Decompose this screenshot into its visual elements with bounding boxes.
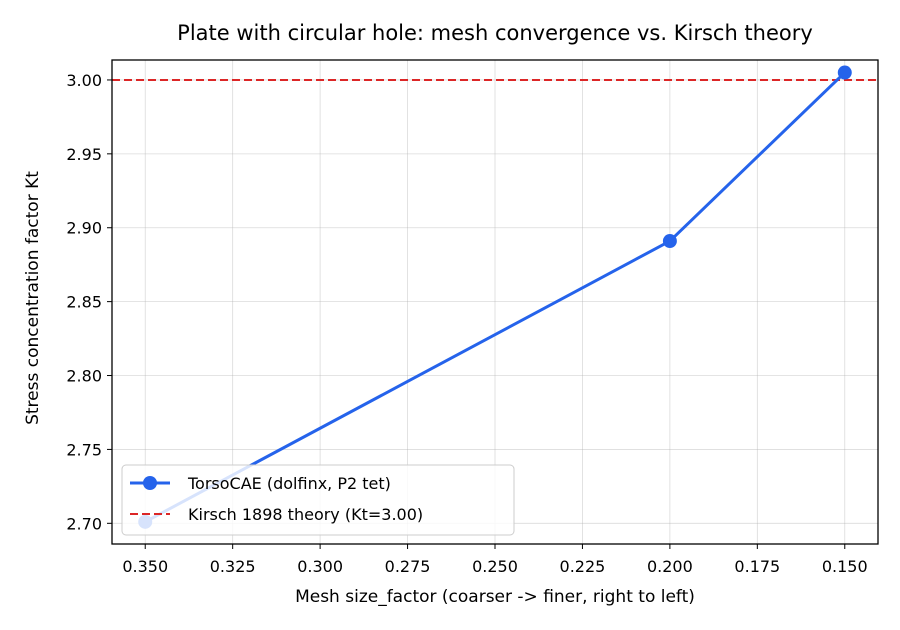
y-tick-label: 2.80: [66, 367, 102, 386]
x-tick-label: 0.200: [647, 557, 693, 576]
data-point: [837, 65, 852, 80]
y-tick-label: 2.95: [66, 145, 102, 164]
data-point: [662, 234, 677, 249]
x-tick-label: 0.175: [734, 557, 780, 576]
legend-box: [121, 464, 515, 536]
y-tick-label: 2.70: [66, 514, 102, 533]
y-tick-label: 2.75: [66, 440, 102, 459]
x-axis: 0.350 0.325 0.300 0.275 0.250 0.225 0.200 0.175…: [122, 544, 868, 576]
x-tick-label: 0.275: [385, 557, 431, 576]
legend: TorsoCAE (dolfinx, P2 tet) Kirsch 1898 th…: [121, 464, 515, 536]
y-axis-label: Stress concentration factor Kt: [23, 171, 43, 425]
x-tick-label: 0.225: [560, 557, 606, 576]
x-tick-label: 0.350: [122, 557, 168, 576]
y-tick-label: 3.00: [66, 71, 102, 90]
legend-series-marker: [143, 476, 157, 490]
x-tick-label: 0.150: [822, 557, 868, 576]
x-axis-label: Mesh size_factor (coarser -> finer, righ…: [295, 587, 695, 607]
x-tick-label: 0.250: [472, 557, 518, 576]
legend-series-label: TorsoCAE (dolfinx, P2 tet): [187, 474, 391, 493]
y-tick-label: 2.90: [66, 219, 102, 238]
legend-reference-label: Kirsch 1898 theory (Kt=3.00): [188, 505, 423, 524]
y-tick-label: 2.85: [66, 293, 102, 312]
x-tick-label: 0.300: [297, 557, 343, 576]
y-axis: 2.70 2.75 2.80 2.85 2.90 2.95 3.00: [66, 71, 112, 533]
chart-title: Plate with circular hole: mesh convergen…: [177, 21, 813, 45]
x-tick-label: 0.325: [210, 557, 256, 576]
